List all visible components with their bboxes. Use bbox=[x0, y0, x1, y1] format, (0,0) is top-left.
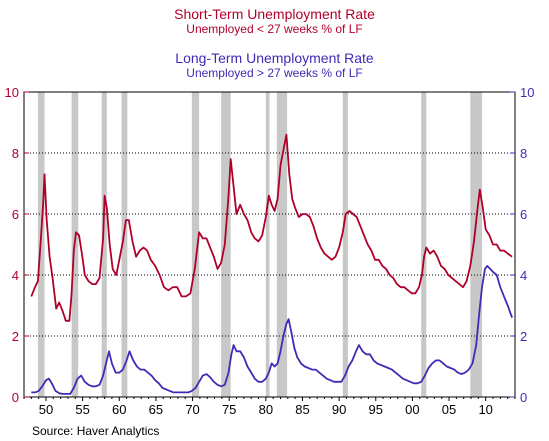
left-tick-label: 8 bbox=[12, 146, 19, 161]
long-term-subtitle: Unemployed > 27 weeks % of LF bbox=[186, 66, 363, 80]
left-tick-label: 10 bbox=[5, 85, 19, 100]
x-tick-label: 90 bbox=[332, 402, 346, 417]
recession-band bbox=[191, 92, 200, 397]
left-tick-label: 4 bbox=[12, 268, 19, 283]
x-tick-label: 00 bbox=[405, 402, 419, 417]
axes: 0 2 4 6 8 10 0 2 4 6 8 10 50 55 60 65 70 75 80 85 90 95 00 05 10 bbox=[5, 85, 535, 417]
right-tick-label: 2 bbox=[520, 329, 527, 344]
gridlines bbox=[24, 152, 515, 337]
recession-band bbox=[121, 92, 128, 397]
series-lines bbox=[30, 133, 513, 395]
x-tick-label: 85 bbox=[295, 402, 309, 417]
x-tick-label: 60 bbox=[112, 402, 126, 417]
right-tick-label: 10 bbox=[520, 85, 534, 100]
recession-band bbox=[342, 92, 348, 397]
x-tick-label: 65 bbox=[149, 402, 163, 417]
right-tick-label: 6 bbox=[520, 207, 527, 222]
recession-band bbox=[221, 92, 231, 397]
x-tick-label: 80 bbox=[259, 402, 273, 417]
recession-band bbox=[421, 92, 427, 397]
source-note: Source: Haver Analytics bbox=[32, 424, 160, 438]
short-term-subtitle: Unemployed < 27 weeks % of LF bbox=[186, 22, 363, 36]
x-tick-label: 05 bbox=[442, 402, 456, 417]
long-term-title: Long-Term Unemployment Rate bbox=[175, 50, 374, 66]
recession-band bbox=[265, 92, 270, 397]
right-tick-label: 4 bbox=[520, 268, 527, 283]
x-tick-label: 50 bbox=[39, 402, 53, 417]
long-term-series-line bbox=[31, 265, 513, 395]
left-tick-label: 0 bbox=[12, 390, 19, 405]
recession-band bbox=[276, 92, 288, 397]
x-tick-label: 55 bbox=[75, 402, 89, 417]
left-tick-label: 2 bbox=[12, 329, 19, 344]
x-tick-label: 75 bbox=[222, 402, 236, 417]
chart-titles: Short-Term Unemployment Rate Unemployed … bbox=[0, 6, 549, 80]
recession-bands bbox=[37, 92, 483, 397]
right-tick-label: 8 bbox=[520, 146, 527, 161]
plot-frame bbox=[23, 91, 516, 398]
recession-band bbox=[101, 92, 107, 397]
x-tick-label: 70 bbox=[185, 402, 199, 417]
x-tick-label: 10 bbox=[478, 402, 492, 417]
recession-band bbox=[470, 92, 483, 397]
short-term-title: Short-Term Unemployment Rate bbox=[174, 6, 375, 22]
x-tick-label: 95 bbox=[369, 402, 383, 417]
short-term-series-line bbox=[30, 133, 513, 322]
left-tick-label: 6 bbox=[12, 207, 19, 222]
right-tick-label: 0 bbox=[520, 390, 527, 405]
